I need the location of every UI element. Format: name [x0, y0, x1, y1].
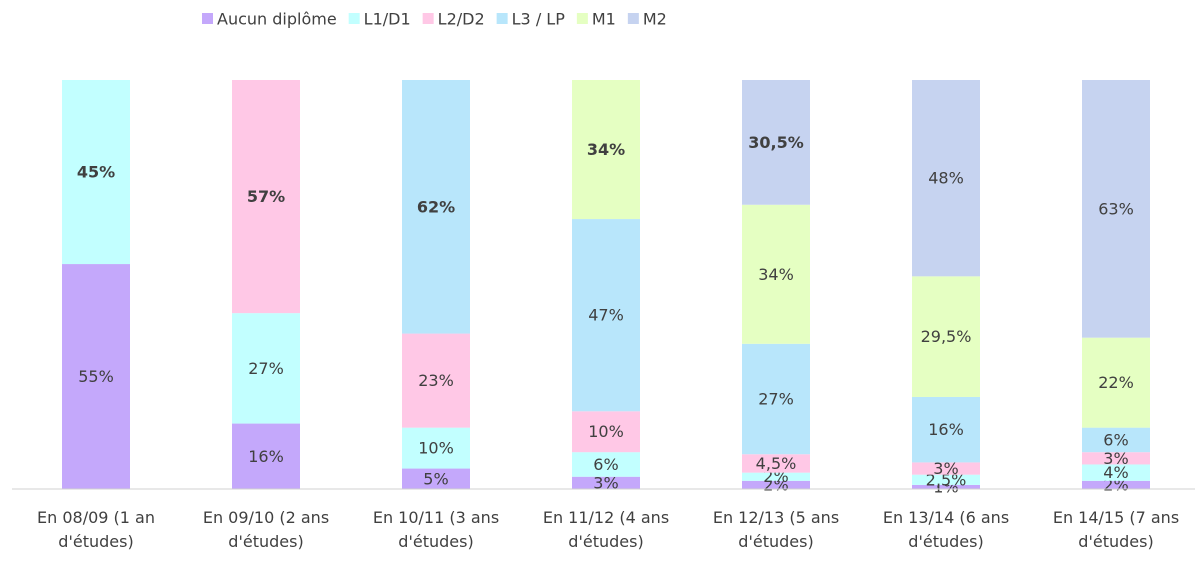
bar-segment — [742, 480, 810, 489]
legend-label: Aucun diplôme — [217, 10, 337, 29]
legend-swatch — [496, 13, 508, 24]
data-label: 16% — [248, 447, 284, 466]
bar-segment — [912, 276, 980, 397]
data-label: 23% — [418, 371, 454, 390]
bar-segment — [402, 468, 470, 489]
bar-segment — [742, 454, 810, 473]
x-tick-label: En 09/10 (2 ans d'études) — [202, 508, 330, 551]
legend-swatch — [576, 13, 588, 24]
data-label: 3% — [1103, 449, 1128, 468]
data-label: 57% — [247, 187, 285, 206]
data-label: 3% — [933, 459, 958, 478]
data-label: 5% — [423, 469, 448, 488]
bar-segment — [1082, 480, 1150, 489]
bar-segment — [742, 80, 810, 205]
data-label: 55% — [78, 367, 114, 386]
bar-segment — [912, 80, 980, 277]
bar-segment — [1082, 427, 1150, 453]
data-label: 3% — [593, 473, 618, 492]
data-label: 48% — [928, 169, 964, 188]
bar-segment — [572, 219, 640, 412]
data-label: 16% — [928, 420, 964, 439]
data-label: 22% — [1098, 373, 1134, 392]
data-label: 10% — [588, 422, 624, 441]
bar-segment — [232, 313, 300, 424]
bar-segment — [742, 343, 810, 455]
bar-segment — [402, 333, 470, 428]
legend-swatch — [348, 13, 360, 24]
bar-segment — [1082, 80, 1150, 338]
bar-segment — [572, 411, 640, 453]
bar-segment — [572, 476, 640, 489]
data-label: 4% — [1103, 463, 1128, 482]
bar-segment — [232, 80, 300, 314]
x-tick-label: En 13/14 (6 ans d'études) — [882, 508, 1010, 551]
legend-label: L1/D1 — [364, 10, 411, 29]
bar-segment — [572, 452, 640, 477]
bar-segment — [1082, 337, 1150, 428]
data-label: 30,5% — [748, 133, 804, 152]
bar-segment — [402, 80, 470, 334]
legend-label: M2 — [643, 10, 667, 29]
x-tick-label: En 11/12 (4 ans d'études) — [542, 508, 670, 551]
bar-segment — [62, 264, 130, 489]
x-tick-label: En 10/11 (3 ans d'études) — [372, 508, 500, 551]
data-label: 2,5% — [926, 470, 967, 489]
data-label: 6% — [1103, 430, 1128, 449]
bar-segment — [742, 472, 810, 481]
data-label: 34% — [587, 140, 625, 159]
data-label: 4,5% — [756, 454, 797, 473]
legend-swatch — [202, 13, 213, 24]
x-tick-label: En 12/13 (5 ans d'études) — [712, 508, 840, 551]
bar-segment — [232, 423, 300, 489]
bar-segment — [1082, 464, 1150, 481]
data-label: 34% — [758, 265, 794, 284]
legend-label: L3 / LP — [512, 10, 566, 29]
bar-segment — [742, 204, 810, 344]
data-label: 62% — [417, 197, 455, 216]
legend-label: M1 — [592, 10, 616, 29]
data-label: 27% — [758, 390, 794, 409]
bar-segment — [912, 484, 980, 489]
x-tick-label: En 14/15 (7 ans d'études) — [1052, 508, 1180, 551]
data-label: 10% — [418, 439, 454, 458]
data-label: 47% — [588, 306, 624, 325]
data-label: 63% — [1098, 199, 1134, 218]
bar-segment — [402, 427, 470, 469]
legend-swatch — [627, 13, 639, 24]
bar-segment — [912, 462, 980, 475]
data-label: 6% — [593, 455, 618, 474]
x-tick-label: En 08/09 (1 an d'études) — [37, 508, 155, 551]
legend-label: L2/D2 — [438, 10, 485, 29]
data-label: 27% — [248, 359, 284, 378]
bar-segment — [1082, 452, 1150, 465]
legend-swatch — [422, 13, 434, 24]
bar-segment — [912, 474, 980, 485]
bar-segment — [62, 80, 130, 265]
bar-segment — [912, 396, 980, 463]
bar-segment — [572, 80, 640, 220]
data-label: 45% — [77, 163, 115, 182]
data-label: 29,5% — [921, 327, 972, 346]
